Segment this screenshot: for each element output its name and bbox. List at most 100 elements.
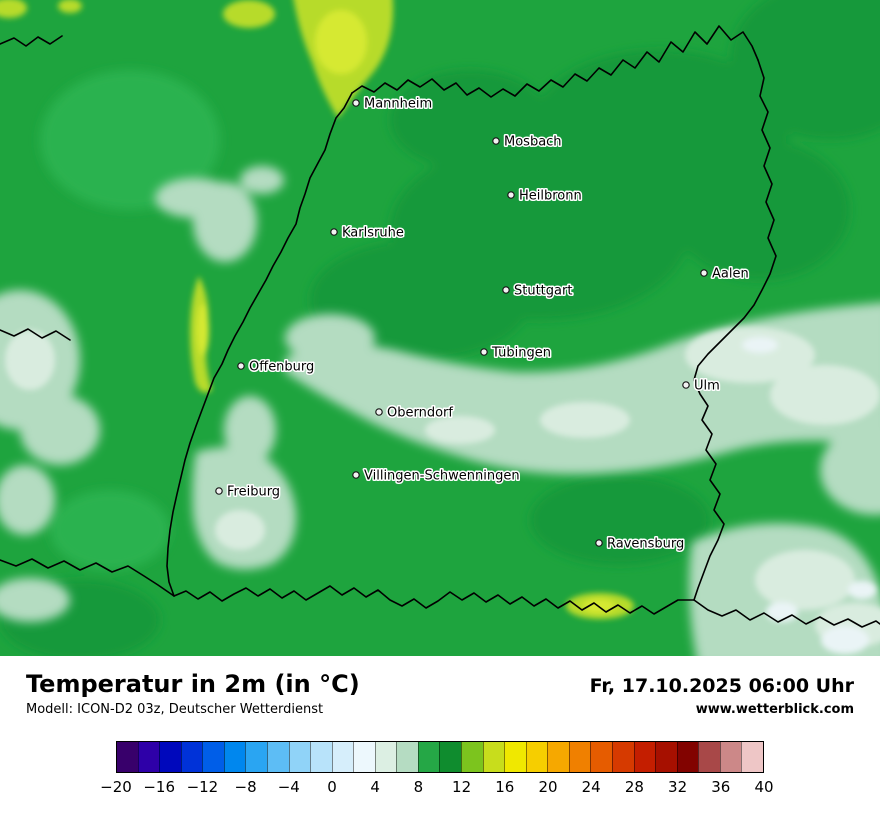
forecast-datetime: Fr, 17.10.2025 06:00 Uhr: [589, 675, 854, 697]
map-canvas: Mannheim Mosbach Heilbronn Karlsruhe Aalen St…: [0, 0, 880, 656]
city-marker: Heilbronn: [507, 187, 583, 205]
colorbar-tick-label: 8: [413, 778, 424, 796]
colorbar-segment: [266, 742, 289, 772]
colorbar-tick-label: 20: [538, 778, 558, 796]
colorbar-segment: [611, 742, 634, 772]
colorbar-segment: [461, 742, 483, 772]
city-marker: Mannheim: [352, 95, 434, 113]
city-dot: [375, 408, 383, 416]
colorbar-segment: [310, 742, 332, 772]
colorbar-segment: [741, 742, 763, 772]
colorbar-tick-label: 28: [624, 778, 644, 796]
footer-subtitle-row: Modell: ICON-D2 03z, Deutscher Wetterdie…: [26, 702, 854, 717]
city-label: Mosbach: [504, 135, 562, 150]
colorbar-segment: [655, 742, 677, 772]
footer: Temperatur in 2m (in °C) Fr, 17.10.2025 …: [0, 656, 880, 830]
colorbar-tick-label: −4: [277, 778, 300, 796]
temperature-map: Mannheim Mosbach Heilbronn Karlsruhe Aalen St…: [0, 0, 880, 656]
city-dot: [507, 191, 515, 199]
colorbar-segment: [547, 742, 569, 772]
colorbar-segment: [117, 742, 138, 772]
colorbar-tick-label: 36: [711, 778, 731, 796]
colorbar-segment: [396, 742, 418, 772]
city-label: Ulm: [694, 379, 720, 394]
colorbar-segment: [698, 742, 720, 772]
city-dot: [700, 269, 708, 277]
city-marker: Mosbach: [492, 133, 563, 151]
city-dot: [492, 137, 500, 145]
colorbar-segment: [590, 742, 612, 772]
colorbar-segment: [245, 742, 267, 772]
city-marker: Tübingen: [480, 344, 553, 362]
colorbar-tick-labels: −20 −16 −12 −8 −4 0 4 8 12 16 20 24 28 32 36 40: [100, 778, 773, 798]
city-marker: Freiburg: [215, 483, 282, 501]
city-marker: Ulm: [682, 377, 721, 395]
city-label: Freiburg: [227, 485, 280, 500]
city-marker: Oberndorf: [375, 404, 455, 422]
footer-title-row: Temperatur in 2m (in °C) Fr, 17.10.2025 …: [26, 670, 854, 698]
colorbar-tick-label: 12: [452, 778, 472, 796]
colorbar-segment: [633, 742, 656, 772]
city-label: Ravensburg: [607, 537, 684, 552]
colorbar-segment: [159, 742, 181, 772]
city-marker: Villingen-Schwenningen: [352, 467, 521, 485]
colorbar-segment: [353, 742, 375, 772]
colorbar-tick-label: 16: [495, 778, 515, 796]
colorbar-tick-label: −16: [143, 778, 176, 796]
temperature-colorbar: −20 −16 −12 −8 −4 0 4 8 12 16 20 24 28 32 36 40: [100, 741, 774, 798]
colorbar-segment: [202, 742, 224, 772]
city-dot: [352, 471, 360, 479]
city-dot: [215, 487, 223, 495]
state-borders: [0, 25, 880, 628]
temperature-field-dark-green: [0, 0, 880, 656]
city-label: Oberndorf: [387, 406, 453, 421]
colorbar-segment: [439, 742, 461, 772]
city-marker: Stuttgart: [502, 282, 574, 300]
city-dot: [480, 348, 488, 356]
colorbar-segment: [374, 742, 397, 772]
city-dot: [682, 381, 690, 389]
colorbar-tick-label: 40: [754, 778, 774, 796]
colorbar-tick-label: −20: [100, 778, 132, 796]
city-label: Tübingen: [491, 346, 551, 361]
city-label: Karlsruhe: [342, 226, 404, 241]
colorbar-tick-label: 24: [581, 778, 601, 796]
city-label: Heilbronn: [519, 189, 582, 204]
temperature-field-warm-patches: [0, 0, 634, 619]
city-label: Aalen: [712, 267, 749, 282]
colorbar-gradient: [116, 741, 764, 773]
city-marker: Offenburg: [237, 358, 316, 376]
city-marker: Aalen: [700, 265, 750, 283]
colorbar-segment: [137, 742, 160, 772]
colorbar-tick-label: 0: [327, 778, 337, 796]
colorbar-segment: [417, 742, 440, 772]
city-dot: [595, 539, 603, 547]
colorbar-segment: [223, 742, 246, 772]
page-title: Temperatur in 2m (in °C): [26, 670, 360, 698]
city-label: Villingen-Schwenningen: [364, 469, 520, 484]
city-marker: Karlsruhe: [330, 224, 405, 242]
colorbar-segment: [568, 742, 591, 772]
colorbar-segment: [288, 742, 311, 772]
city-marker: Ravensburg: [595, 535, 686, 553]
city-dot: [352, 99, 360, 107]
website-url: www.wetterblick.com: [695, 702, 854, 717]
colorbar-segment: [482, 742, 505, 772]
city-label: Offenburg: [249, 360, 314, 375]
city-dot: [237, 362, 245, 370]
colorbar-segment: [719, 742, 742, 772]
colorbar-tick-label: 4: [370, 778, 380, 796]
city-label: Stuttgart: [514, 284, 572, 299]
colorbar-segment: [504, 742, 526, 772]
city-dot: [502, 286, 510, 294]
model-info: Modell: ICON-D2 03z, Deutscher Wetterdie…: [26, 702, 324, 717]
cities-layer: Mannheim Mosbach Heilbronn Karlsruhe Aalen St…: [215, 95, 750, 553]
colorbar-segment: [331, 742, 354, 772]
colorbar-segment: [180, 742, 203, 772]
colorbar-tick-label: 32: [668, 778, 688, 796]
colorbar-segment: [676, 742, 699, 772]
temperature-field-cold-spots: [5, 327, 880, 654]
colorbar-tick-label: −12: [186, 778, 219, 796]
city-label: Mannheim: [364, 97, 432, 112]
city-dot: [330, 228, 338, 236]
